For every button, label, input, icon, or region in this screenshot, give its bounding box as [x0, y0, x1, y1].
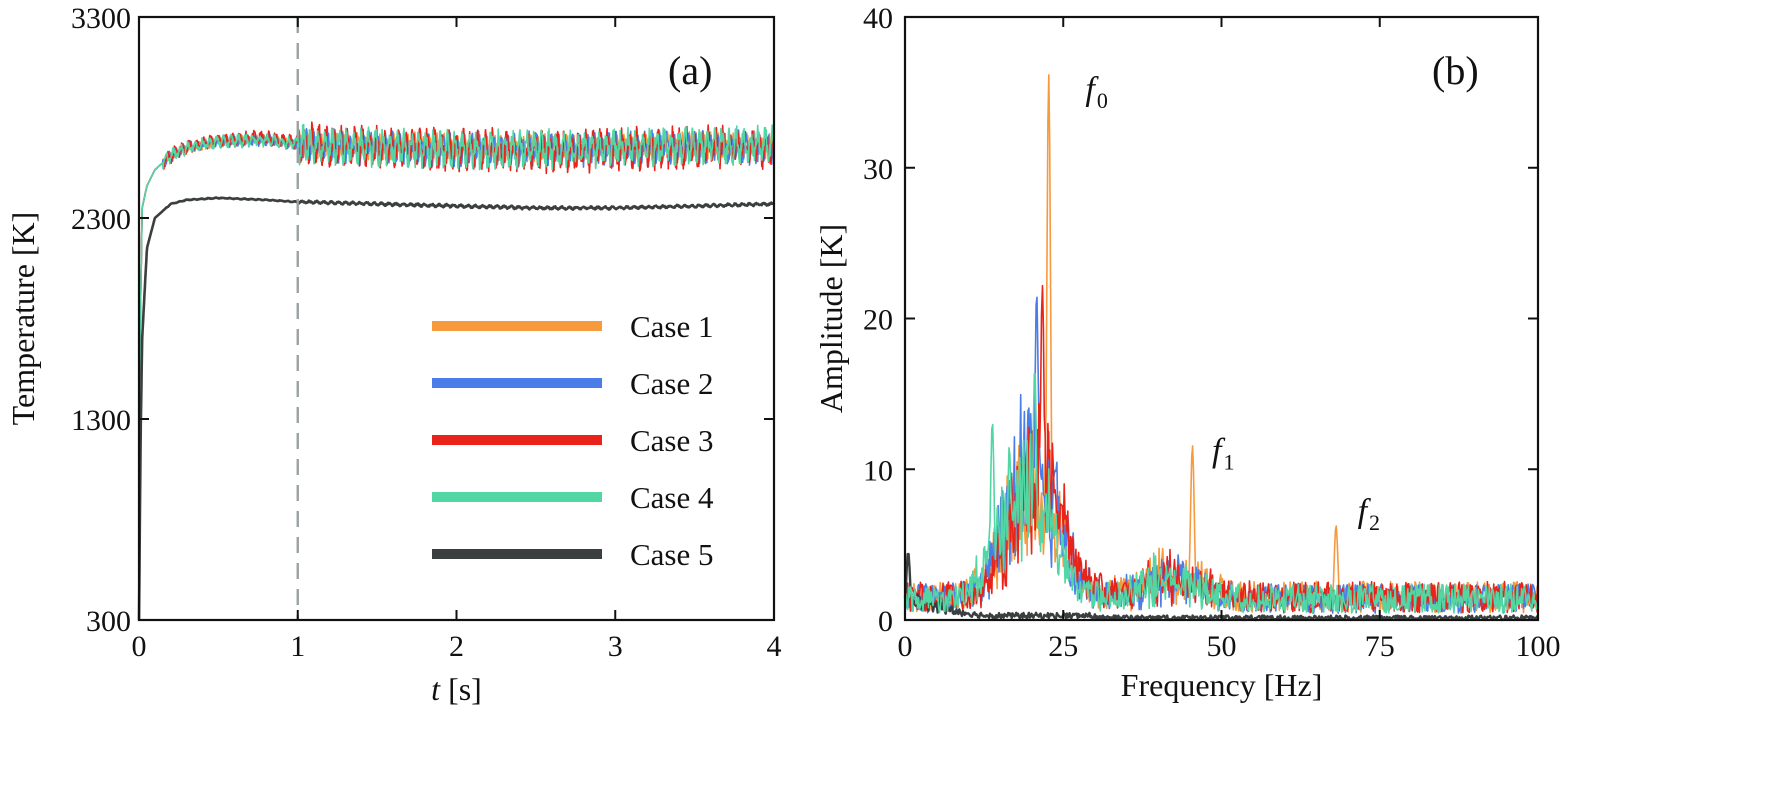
- panel-b-y-tick-label: 10: [863, 454, 893, 487]
- panel-a-legend: Case 1 Case 2 Case 3 Case 4 Case 5: [432, 309, 714, 572]
- panel-b-x-axis-label: Frequency [Hz]: [1121, 667, 1323, 703]
- panel-b-series-case-3: [904, 284, 1539, 614]
- peak-annotation-subscript: 1: [1223, 450, 1234, 475]
- panel-a-x-axis-label: t [s]: [431, 671, 482, 707]
- panel-a-x-tick-label: 2: [449, 630, 464, 663]
- panel-a-x-tick-label: 0: [132, 630, 147, 663]
- panel-b-series-case-2: [904, 296, 1538, 615]
- panel-b-annotations: f0 f1 f2: [1085, 71, 1380, 535]
- panel-a-label: (a): [668, 48, 712, 93]
- panel-a-series-case-1: [138, 128, 775, 399]
- panel-a-y-tick-label: 1300: [71, 404, 131, 437]
- panel-b-y-tick-label: 0: [878, 605, 893, 638]
- panel-a-temperature: 0 1 2 3 4 300 1300 2300 3300 (a) Temperature [K]…: [5, 2, 782, 707]
- panel-b-x-tick-label: 75: [1365, 630, 1395, 663]
- peak-annotation-subscript: 2: [1369, 510, 1380, 535]
- panel-a-ticks: 0 1 2 3 4 300 1300 2300 3300: [71, 2, 782, 663]
- panel-a-series-case-4: [138, 123, 775, 399]
- panel-b-label: (b): [1432, 48, 1479, 93]
- legend-label-case1: Case 1: [630, 309, 714, 344]
- panel-a-series-group: [137, 121, 775, 621]
- panel-a-series-case-2: [138, 126, 775, 399]
- panel-b-y-tick-label: 30: [863, 153, 893, 186]
- peak-annotation-f2: f2: [1358, 493, 1380, 535]
- peak-annotation-f0: f0: [1085, 71, 1107, 113]
- panel-a-series-case-3: [138, 121, 775, 399]
- panel-b-x-tick-label: 50: [1207, 630, 1237, 663]
- legend-label-case3: Case 3: [630, 423, 714, 458]
- panel-b-x-tick-label: 0: [898, 630, 913, 663]
- panel-b-x-tick-label: 100: [1516, 630, 1561, 663]
- panel-b-y-tick-label: 40: [863, 2, 893, 35]
- panel-b-series-group: [903, 74, 1539, 622]
- panel-a-x-tick-label: 1: [290, 630, 305, 663]
- panel-a-y-tick-label: 3300: [71, 2, 131, 35]
- panel-a-y-axis-label: Temperature [K]: [5, 212, 41, 426]
- panel-a-y-tick-label: 300: [86, 605, 131, 638]
- peak-annotation-f1: f1: [1212, 433, 1234, 475]
- panel-b-y-axis-label: Amplitude [K]: [813, 224, 849, 413]
- panel-b-y-tick-label: 20: [863, 304, 893, 337]
- legend-label-case2: Case 2: [630, 366, 714, 401]
- panel-a-x-tick-label: 4: [767, 630, 782, 663]
- panel-a-series-case-5: [137, 196, 775, 621]
- panel-a-x-axis-unit: [s]: [440, 671, 482, 707]
- panel-b-x-tick-label: 25: [1048, 630, 1078, 663]
- peak-annotation-subscript: 0: [1097, 88, 1108, 113]
- legend-label-case4: Case 4: [630, 480, 714, 515]
- panel-a-x-axis-var: t: [431, 671, 441, 707]
- panel-a-y-tick-label: 2300: [71, 203, 131, 236]
- legend-label-case5: Case 5: [630, 537, 714, 572]
- panel-a-x-tick-label: 3: [608, 630, 623, 663]
- panel-b-series-case-4: [904, 372, 1539, 615]
